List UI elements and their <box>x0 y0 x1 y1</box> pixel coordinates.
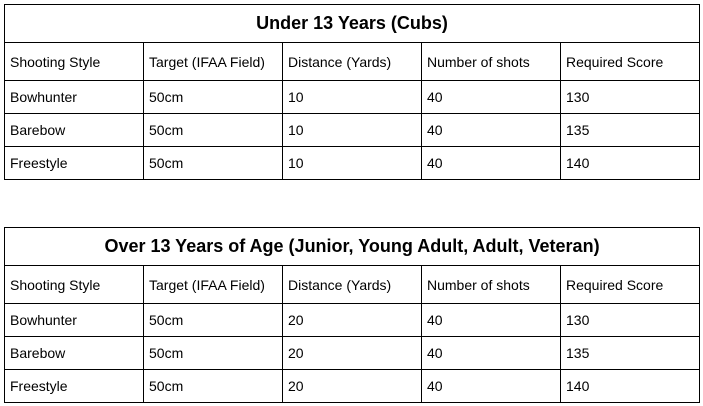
column-header-row: Shooting Style Target (IFAA Field) Dista… <box>4 265 701 304</box>
cell-required-score: 135 <box>559 113 701 147</box>
table-row: Barebow 50cm 10 40 135 <box>4 113 701 147</box>
column-header-number-of-shots: Number of shots <box>421 42 561 81</box>
cell-distance: 20 <box>282 336 422 370</box>
cell-number-of-shots: 40 <box>421 80 561 114</box>
column-header-shooting-style: Shooting Style <box>4 265 144 304</box>
cell-shooting-style: Barebow <box>4 336 144 370</box>
cell-number-of-shots: 40 <box>421 369 561 403</box>
table-row: Bowhunter 50cm 20 40 130 <box>4 303 701 337</box>
column-header-target: Target (IFAA Field) <box>143 265 283 304</box>
column-header-distance: Distance (Yards) <box>282 42 422 81</box>
cell-required-score: 140 <box>559 369 701 403</box>
table-title-row: Under 13 Years (Cubs) <box>3 4 701 43</box>
table-row: Bowhunter 50cm 10 40 130 <box>4 80 701 114</box>
table-title: Over 13 Years of Age (Junior, Young Adul… <box>3 227 701 266</box>
cell-shooting-style: Barebow <box>4 113 144 147</box>
cell-shooting-style: Bowhunter <box>4 80 144 114</box>
cell-target: 50cm <box>143 80 283 114</box>
cell-target: 50cm <box>143 336 283 370</box>
cell-distance: 20 <box>282 369 422 403</box>
cell-target: 50cm <box>143 303 283 337</box>
cubs-score-table: Under 13 Years (Cubs) Shooting Style Tar… <box>3 4 701 180</box>
cell-number-of-shots: 40 <box>421 336 561 370</box>
cell-shooting-style: Bowhunter <box>4 303 144 337</box>
cell-distance: 10 <box>282 113 422 147</box>
cell-shooting-style: Freestyle <box>4 369 144 403</box>
column-header-required-score: Required Score <box>559 265 701 304</box>
cell-required-score: 130 <box>559 303 701 337</box>
column-header-distance: Distance (Yards) <box>282 265 422 304</box>
column-header-number-of-shots: Number of shots <box>421 265 561 304</box>
column-header-shooting-style: Shooting Style <box>4 42 144 81</box>
cell-target: 50cm <box>143 113 283 147</box>
cell-target: 50cm <box>143 146 283 180</box>
column-header-row: Shooting Style Target (IFAA Field) Dista… <box>4 42 701 81</box>
table-title: Under 13 Years (Cubs) <box>3 4 701 43</box>
cell-distance: 10 <box>282 146 422 180</box>
over-13-score-table: Over 13 Years of Age (Junior, Young Adul… <box>3 227 701 403</box>
table-row: Freestyle 50cm 20 40 140 <box>4 369 701 403</box>
cell-required-score: 140 <box>559 146 701 180</box>
column-header-required-score: Required Score <box>559 42 701 81</box>
cell-number-of-shots: 40 <box>421 303 561 337</box>
cell-required-score: 130 <box>559 80 701 114</box>
cell-number-of-shots: 40 <box>421 146 561 180</box>
cell-required-score: 135 <box>559 336 701 370</box>
table-row: Barebow 50cm 20 40 135 <box>4 336 701 370</box>
column-header-target: Target (IFAA Field) <box>143 42 283 81</box>
cell-shooting-style: Freestyle <box>4 146 144 180</box>
cell-distance: 20 <box>282 303 422 337</box>
cell-number-of-shots: 40 <box>421 113 561 147</box>
cell-distance: 10 <box>282 80 422 114</box>
table-row: Freestyle 50cm 10 40 140 <box>4 146 701 180</box>
table-title-row: Over 13 Years of Age (Junior, Young Adul… <box>3 227 701 266</box>
cell-target: 50cm <box>143 369 283 403</box>
